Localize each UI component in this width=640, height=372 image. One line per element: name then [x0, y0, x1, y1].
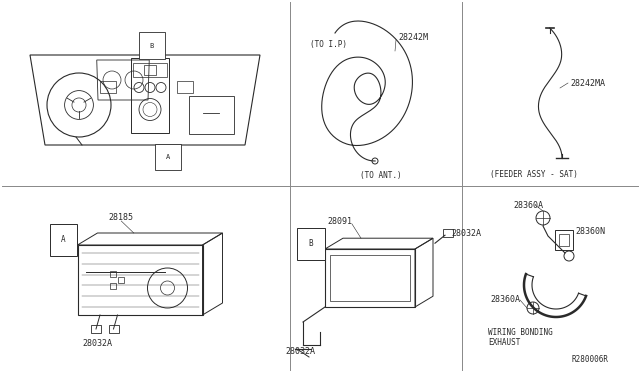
Text: EXHAUST: EXHAUST: [488, 338, 520, 347]
Text: 28360A: 28360A: [490, 295, 520, 305]
Text: 28032A: 28032A: [83, 339, 113, 347]
Text: B: B: [308, 240, 314, 248]
Circle shape: [72, 98, 86, 112]
Text: 28091: 28091: [327, 217, 352, 225]
Text: 28032A: 28032A: [285, 347, 315, 356]
Text: A: A: [61, 235, 66, 244]
Text: WIRING BONDING: WIRING BONDING: [488, 328, 553, 337]
Text: (TO I.P): (TO I.P): [310, 41, 347, 49]
Text: (FEEDER ASSY - SAT): (FEEDER ASSY - SAT): [490, 170, 578, 179]
Text: A: A: [166, 154, 170, 160]
Text: 28360N: 28360N: [575, 228, 605, 237]
Text: 28242M: 28242M: [398, 33, 428, 42]
Text: 28032A: 28032A: [451, 229, 481, 238]
Text: B: B: [150, 42, 154, 48]
Text: 28360A: 28360A: [513, 201, 543, 209]
Text: 28185: 28185: [109, 212, 134, 221]
Text: R280006R: R280006R: [571, 355, 608, 364]
Text: 28242MA: 28242MA: [570, 78, 605, 87]
Text: (TO ANT.): (TO ANT.): [360, 171, 402, 180]
